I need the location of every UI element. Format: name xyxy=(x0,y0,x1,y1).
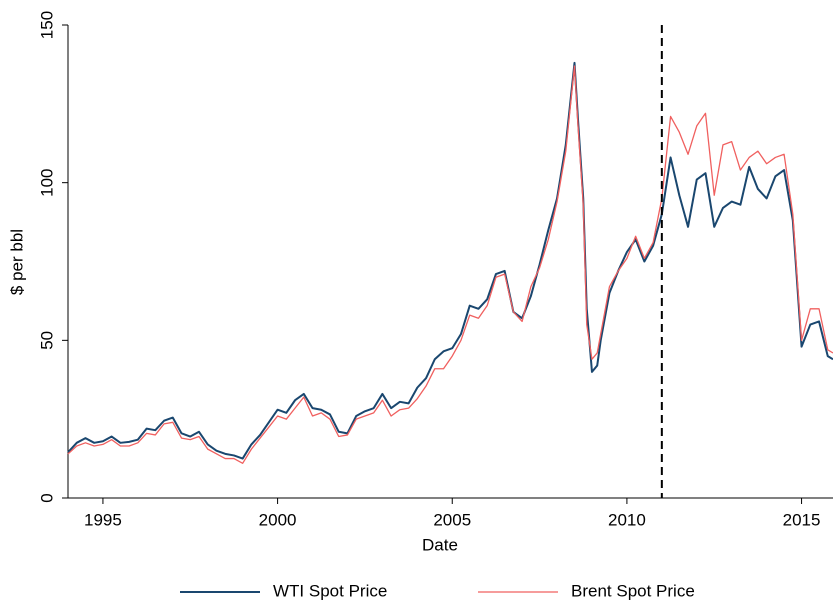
y-tick-label: 150 xyxy=(37,11,56,39)
x-tick-label: 2005 xyxy=(433,510,471,529)
x-tick-label: 2015 xyxy=(783,510,821,529)
y-tick-label: 100 xyxy=(37,168,56,196)
legend-label: WTI Spot Price xyxy=(273,581,387,600)
x-axis-label: Date xyxy=(422,535,458,554)
y-tick-label: 0 xyxy=(37,493,56,502)
x-tick-label: 2000 xyxy=(259,510,297,529)
series-line xyxy=(67,65,833,464)
x-tick-label: 1995 xyxy=(84,510,122,529)
legend-label: Brent Spot Price xyxy=(571,581,695,600)
x-tick-label: 2010 xyxy=(608,510,646,529)
series-line xyxy=(67,61,833,460)
y-tick-label: 50 xyxy=(37,331,56,350)
y-axis-label: $ per bbl xyxy=(7,229,26,295)
